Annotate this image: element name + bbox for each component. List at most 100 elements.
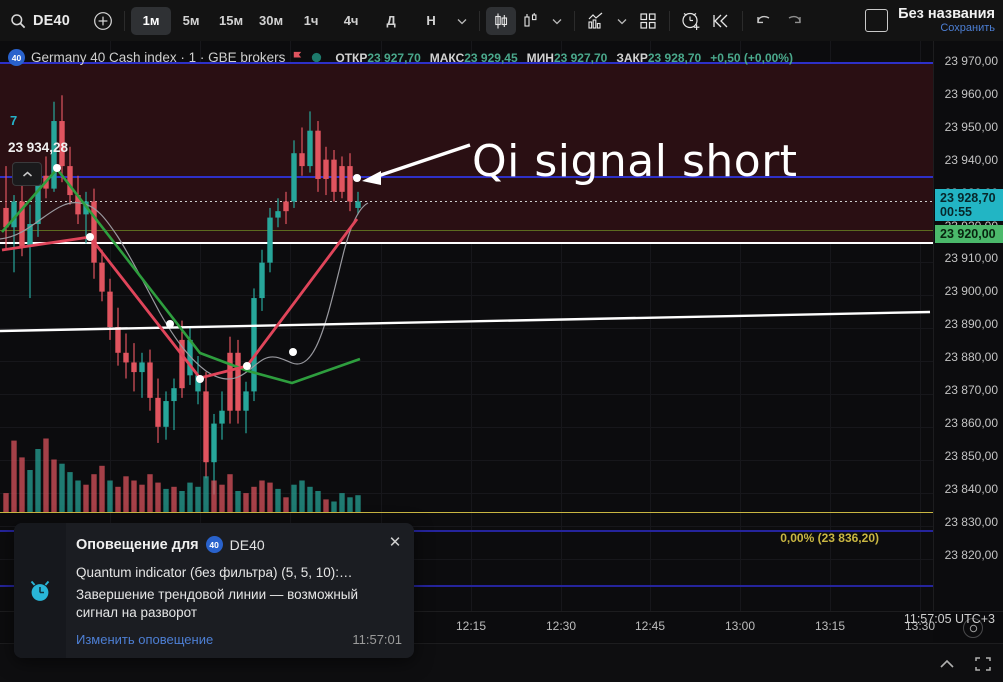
alert-time: 11:57:01: [352, 632, 402, 647]
time-tick: 12:30: [545, 619, 577, 633]
gridline-horizontal: [0, 328, 933, 329]
price-tick: 23 820,00: [944, 548, 998, 562]
alarm-clock-plus-icon: [682, 12, 700, 30]
alert-message: Завершение трендовой линии — возможный с…: [76, 586, 359, 620]
bottom-bar-actions: [937, 654, 993, 674]
symbol-label: DE40: [33, 12, 71, 29]
blue-lower-line: [0, 176, 933, 178]
chevron-down-icon: [457, 18, 467, 24]
chevron-up-icon[interactable]: [937, 657, 957, 671]
toolbar-divider: [124, 10, 126, 31]
price-tick: 23 880,00: [944, 350, 998, 364]
price-tick: 23 950,00: [944, 120, 998, 134]
ohlc-close-value: 23 928,70: [647, 50, 702, 65]
time-tick: 12:45: [634, 619, 666, 633]
gridline-vertical: [830, 41, 831, 611]
chart-legend[interactable]: 40 Germany 40 Cash index · 1 · GBE broke…: [8, 49, 793, 66]
ohlc-high-value: 23 929,45: [464, 50, 518, 65]
price-tick: 23 940,00: [944, 153, 998, 167]
indicators-button[interactable]: [581, 7, 611, 35]
indicators-more-button[interactable]: [611, 7, 633, 35]
time-tick: 13:15: [814, 619, 846, 633]
gridline-horizontal: [0, 460, 933, 461]
gridline-horizontal: [0, 394, 933, 395]
timeframe-1w[interactable]: Н: [426, 13, 436, 28]
fullscreen-icon[interactable]: [973, 654, 993, 674]
bar-replay-button[interactable]: [706, 7, 736, 35]
alert-footer: Изменить оповещение 11:57:01: [76, 632, 402, 647]
ohlc-low-value: 23 927,70: [553, 50, 608, 65]
pane-separator: [0, 611, 1003, 612]
timeframe-1d[interactable]: Д: [386, 13, 396, 28]
price-tick: 23 850,00: [944, 449, 998, 463]
legend-flag-icon[interactable]: [291, 51, 304, 64]
candlestick-icon: [495, 13, 508, 28]
chart-type-bars-button[interactable]: [516, 7, 546, 35]
alert-heading: Оповещение для: [76, 536, 199, 553]
timeframe-1h[interactable]: 1ч: [303, 13, 319, 28]
gridline-horizontal: [0, 526, 933, 527]
blue-low-line-1: [0, 530, 933, 532]
close-icon[interactable]: ✕: [388, 534, 402, 551]
indicators-icon: [588, 12, 603, 29]
chart-canvas[interactable]: 40 Germany 40 Cash index · 1 · GBE broke…: [0, 41, 933, 611]
green-zigzag-line: [1, 166, 361, 385]
save-button[interactable]: Сохранить: [940, 21, 995, 34]
ohlc-close-key: ЗАКР: [616, 50, 648, 65]
session-clock: 11:57:05 UTC+3: [903, 612, 995, 626]
plus-circle-icon: [94, 11, 112, 30]
symbol-badge: 40: [8, 49, 25, 66]
gridline-vertical: [471, 41, 472, 611]
alert-symbol-badge: 40: [205, 536, 223, 553]
replay-icon: [713, 14, 728, 27]
timeframe-30m[interactable]: 30м: [259, 13, 284, 28]
gridline-horizontal: [0, 427, 933, 428]
chevron-down-icon: [617, 18, 627, 24]
timeframe-more-button[interactable]: [451, 7, 473, 35]
price-axis[interactable]: 23 970,00 23 960,00 23 950,00 23 940,00 …: [933, 41, 1003, 611]
symbol-search-button[interactable]: DE40: [0, 6, 79, 36]
alert-popup[interactable]: Оповещение для 40 DE40 Quantum indicator…: [14, 523, 414, 658]
chart-type-candles-button[interactable]: [486, 6, 517, 35]
chart-title-group: Без названия Сохранить: [898, 6, 995, 35]
price-tick: 23 830,00: [944, 515, 998, 529]
templates-button[interactable]: [633, 7, 663, 35]
timeframe-1m[interactable]: 1м: [131, 6, 172, 35]
time-tick: 13:30: [904, 619, 936, 633]
timeframe-5m[interactable]: 5м: [182, 13, 200, 28]
ohlc-low-key: МИН: [526, 50, 554, 65]
search-icon: [11, 13, 26, 28]
gridline-horizontal: [0, 493, 933, 494]
toolbar-divider: [669, 10, 671, 31]
alarm-clock-icon: [30, 580, 50, 601]
alert-heading-row: Оповещение для 40 DE40: [76, 536, 402, 553]
add-symbol-button[interactable]: [88, 7, 118, 35]
edit-alert-link[interactable]: Изменить оповещение: [76, 632, 214, 647]
annotation-text[interactable]: Qi signal short: [472, 136, 798, 187]
timeframe-15m[interactable]: 15м: [219, 13, 244, 28]
timeframe-4h[interactable]: 4ч: [343, 13, 359, 28]
toolbar-divider: [742, 10, 744, 31]
chart-type-more-button[interactable]: [546, 7, 568, 35]
undo-button[interactable]: [749, 7, 779, 35]
price-tick: 23 870,00: [944, 383, 998, 397]
redo-button[interactable]: [779, 7, 809, 35]
collapse-pane-button[interactable]: [12, 162, 42, 186]
ohlc-values: ОТКР23 927,70 МАКС23 929,45 МИН23 927,70…: [335, 51, 793, 65]
price-tick: 23 860,00: [944, 416, 998, 430]
clock-settings-icon[interactable]: [963, 618, 983, 638]
create-alert-button[interactable]: [676, 7, 706, 35]
layout-single-icon[interactable]: [865, 9, 889, 32]
price-tick: 23 900,00: [944, 284, 998, 298]
secondary-price-badge[interactable]: 23 920,00: [935, 225, 1003, 243]
blue-upper-line: [0, 62, 933, 64]
redo-arrow-icon: [788, 15, 801, 23]
ohlc-high-key: МАКС: [429, 50, 465, 65]
gridline-vertical: [650, 41, 651, 611]
alert-symbol: DE40: [229, 536, 265, 553]
price-tick: 23 910,00: [944, 251, 998, 265]
current-price-badge[interactable]: 23 928,70 00:55: [935, 189, 1003, 221]
time-tick: 13:00: [724, 619, 756, 633]
current-price-value: 23 928,70: [940, 191, 996, 205]
